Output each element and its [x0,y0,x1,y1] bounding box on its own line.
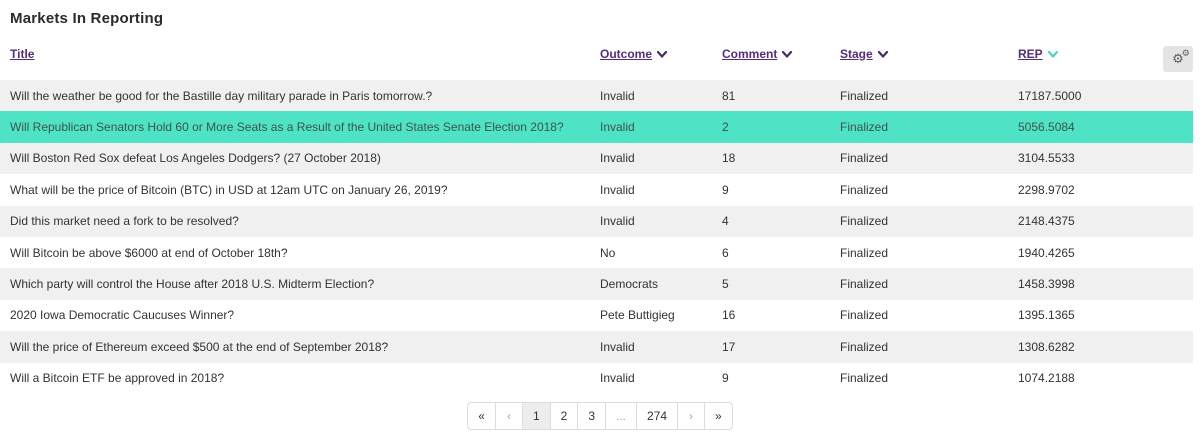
column-header-outcome[interactable]: Outcome [600,46,668,61]
cell-rep: 1458.3998 [1018,277,1075,292]
table-row[interactable]: What will be the price of Bitcoin (BTC) … [0,174,1193,206]
cell-stage: Finalized [840,88,889,103]
table-row[interactable]: Did this market need a fork to be resolv… [0,205,1193,237]
column-header-title-label: Title [10,46,35,61]
column-header-comment-label: Comment [722,46,778,61]
chevron-down-icon-active-sort [1047,51,1058,58]
table-row[interactable]: Will Republican Senators Hold 60 or More… [0,111,1193,143]
cell-rep: 1940.4265 [1018,245,1075,260]
cell-outcome: Invalid [600,371,635,386]
table-header-row: Title Outcome Comment Stage REP [0,40,1193,67]
table-row[interactable]: Will Bitcoin be above $6000 at end of Oc… [0,236,1193,269]
pagination-button[interactable]: ‹ [494,401,523,430]
cell-outcome: Invalid [600,120,635,135]
cell-outcome: Invalid [600,339,635,354]
cell-comment: 5 [722,277,729,292]
markets-table: Title Outcome Comment Stage REP [0,40,1193,394]
pagination-button[interactable]: 274 [636,401,679,430]
cell-rep: 17187.5000 [1018,88,1082,103]
cell-comment: 2 [722,120,729,135]
table-row[interactable]: Will the price of Ethereum exceed $500 a… [0,331,1193,363]
table-body: Will the weather be good for the Bastill… [0,80,1193,394]
cell-rep: 1308.6282 [1018,339,1075,354]
column-header-stage[interactable]: Stage [840,47,888,61]
column-header-comment[interactable]: Comment [722,46,793,61]
pagination-button[interactable]: « [467,401,496,430]
cell-outcome: No [600,245,616,260]
cell-title: Will Boston Red Sox defeat Los Angeles D… [10,151,381,166]
page-title: Markets In Reporting [10,10,164,27]
column-header-outcome-label: Outcome [600,46,653,61]
cell-rep: 5056.5084 [1018,120,1075,135]
cell-title: Which party will control the House after… [10,277,375,292]
pagination-button[interactable]: » [704,401,733,430]
table-settings-button[interactable]: ⚙ ⚙ [1163,46,1193,72]
cell-stage: Finalized [840,120,889,135]
table-row[interactable]: Will a Bitcoin ETF be approved in 2018? … [0,362,1193,394]
cell-rep: 2298.9702 [1018,182,1075,197]
cell-title: 2020 Iowa Democratic Caucuses Winner? [10,308,235,323]
cell-outcome: Democrats [600,277,659,292]
table-row[interactable]: Which party will control the House after… [0,268,1193,300]
table-row[interactable]: 2020 Iowa Democratic Caucuses Winner? Pe… [0,299,1193,332]
cell-stage: Finalized [840,214,889,229]
cell-stage: Finalized [840,151,889,166]
chevron-down-icon [657,51,668,58]
table-row[interactable]: Will Boston Red Sox defeat Los Angeles D… [0,142,1193,175]
cell-stage: Finalized [840,339,889,354]
pagination: «‹ 1 2 3... 274 ›» [0,401,1200,430]
pagination-button[interactable]: 2 [549,401,579,430]
cell-title: Will the price of Ethereum exceed $500 a… [10,339,389,354]
cell-outcome: Invalid [600,151,635,166]
cell-stage: Finalized [840,277,889,292]
chevron-down-icon [782,51,793,58]
cell-title: Will a Bitcoin ETF be approved in 2018? [10,371,225,386]
cell-rep: 3104.5533 [1018,151,1075,166]
cell-comment: 9 [722,371,729,386]
cell-stage: Finalized [840,308,889,323]
cell-comment: 17 [722,339,736,354]
cell-outcome: Pete Buttigieg [600,308,675,323]
column-header-rep[interactable]: REP [1018,47,1058,61]
cell-stage: Finalized [840,245,889,260]
cell-title: Will Republican Senators Hold 60 or More… [10,120,564,135]
cell-comment: 6 [722,245,729,260]
cell-title: Will Bitcoin be above $6000 at end of Oc… [10,245,288,260]
cell-stage: Finalized [840,182,889,197]
pagination-button[interactable]: ... [605,401,638,430]
cell-outcome: Invalid [600,88,635,103]
pagination-button[interactable]: 3 [577,401,606,430]
cell-stage: Finalized [840,371,889,386]
cell-comment: 9 [722,182,729,197]
cell-rep: 1395.1365 [1018,308,1075,323]
cell-outcome: Invalid [600,214,635,229]
cell-comment: 18 [722,151,736,166]
cog-small-icon: ⚙ [1181,48,1190,59]
cell-title: Will the weather be good for the Bastill… [10,88,433,103]
column-header-rep-label: REP [1018,46,1043,61]
chevron-down-icon [877,51,888,58]
column-header-title[interactable]: Title [10,47,34,61]
cell-title: What will be the price of Bitcoin (BTC) … [10,182,448,197]
pagination-button[interactable]: 1 [521,401,551,430]
pagination-button[interactable]: › [677,401,706,430]
cell-comment: 4 [722,214,729,229]
cell-rep: 2148.4375 [1018,214,1075,229]
cell-comment: 16 [722,308,736,323]
cell-comment: 81 [722,88,736,103]
table-row[interactable]: Will the weather be good for the Bastill… [0,80,1193,112]
column-header-stage-label: Stage [840,46,873,61]
cell-rep: 1074.2188 [1018,371,1075,386]
cell-title: Did this market need a fork to be resolv… [10,214,239,229]
cogs-icon: ⚙ ⚙ [1172,48,1190,67]
cell-outcome: Invalid [600,182,635,197]
